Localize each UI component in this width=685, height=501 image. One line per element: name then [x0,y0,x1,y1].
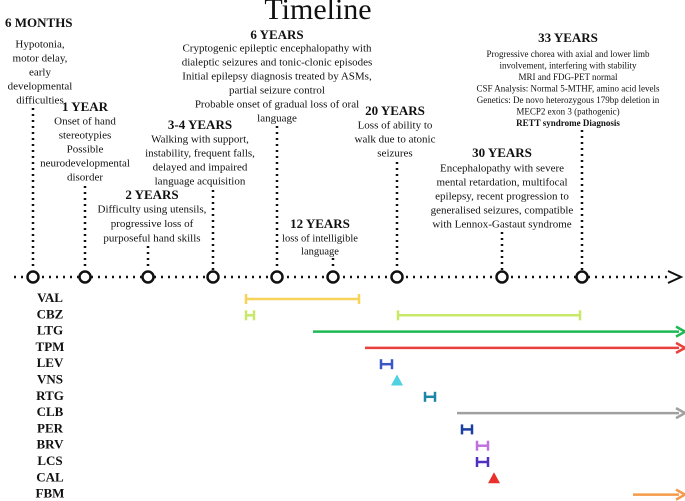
drug-label: TPM [36,339,65,354]
event-age: 2 YEARS [125,187,178,202]
event-description: language [301,246,339,257]
event-description: Cryptogenic epileptic encephalopathy wit… [182,43,372,55]
event-marker [78,270,92,284]
drug-label: CBZ [37,306,64,321]
event-marker [575,270,589,284]
event-description: with Lennox-Gastaut syndrome [432,219,571,231]
drug-label: RTG [36,388,64,403]
event-description: Onset of hand [54,116,116,128]
event-description: progressive loss of [111,218,194,230]
event-description: CSF Analysis: Normal 5-MTHF, amino acid … [476,84,660,94]
event-description: Genetics: De novo heterozygous 179bp del… [477,95,660,105]
event-description: difficulties [16,95,63,107]
event-description: generalised seizures, compatible [431,205,574,217]
event-description: stereotypies [59,130,112,142]
event-age: 6 YEARS [250,27,303,42]
event-marker [26,270,40,284]
title: Timeline [264,0,371,26]
event-description: epilepsy, recent progression to [435,191,569,203]
event-description: Possible [67,144,104,156]
event-description: walk due to atonic [355,134,436,146]
event-marker [270,270,284,284]
event-age: 30 YEARS [472,145,532,160]
event-marker [141,270,155,284]
drug-label: FBM [36,486,65,501]
drug-label: BRV [37,437,65,452]
drug-arrowhead [675,341,685,354]
event-marker [326,270,340,284]
event-description: purposeful hand skills [103,233,200,245]
drug-event [391,374,403,386]
event-description: delayed and impaired [153,162,248,174]
event-description: dialeptic seizures and tonic-clonic epis… [182,57,373,69]
drug-arrowhead [675,325,685,338]
event-description: MRI and FDG-PET normal [518,72,618,82]
drug-label: CLB [37,404,64,419]
drug-event [488,472,500,484]
event-description: early [29,67,51,79]
drug-label: VAL [37,290,63,305]
event-description: mental retardation, multifocal [436,177,567,189]
event-age: 3-4 YEARS [168,117,232,132]
event-description: Walking with support, [151,134,249,146]
event-description: Loss of ability to [358,120,433,132]
event-age: 20 YEARS [365,103,425,118]
event-description: MECP2 exon 3 (pathogenic) [516,107,619,117]
event-description: loss of intelligible [282,233,358,244]
event-age: 12 YEARS [290,216,350,231]
event-description: Hypotonia, [15,39,64,51]
event-marker [390,270,404,284]
drug-label: VNS [37,371,63,386]
event-age: 33 YEARS [538,30,598,45]
event-marker [206,270,220,284]
drug-arrowhead [675,407,685,420]
drug-label: LTG [37,323,63,338]
event-description: developmental [8,81,73,93]
event-description: Progressive chorea with axial and lower … [487,49,650,59]
drug-label: LEV [37,355,64,370]
event-description: involvement, interfering with stability [500,61,637,71]
event-description: Probable onset of gradual loss of oral [195,99,359,111]
event-age: 6 MONTHS [5,15,73,30]
event-description: language [257,113,297,125]
event-description: partial seizure control [229,85,325,97]
drug-label: LCS [37,453,62,468]
event-description: neurodevelopmental [40,158,130,170]
event-description: instability, frequent falls, [145,148,255,160]
axis-arrow [667,270,684,284]
event-description: Initial epilepsy diagnosis treated by AS… [182,71,372,83]
drug-label: CAL [36,469,64,484]
event-description: language acquisition [155,176,246,188]
event-description: Difficulty using utensils, [98,204,207,216]
event-description: Encephalopathy with severe [440,163,564,175]
event-diagnosis: RETT syndrome Diagnosis [516,118,620,128]
drug-arrowhead [675,488,685,501]
event-description: motor delay, [13,53,68,65]
drug-label: PER [37,420,64,435]
event-age: 1 YEAR [62,99,109,114]
event-marker [495,270,509,284]
event-description: seizures [377,148,412,160]
event-description: disorder [67,172,103,184]
